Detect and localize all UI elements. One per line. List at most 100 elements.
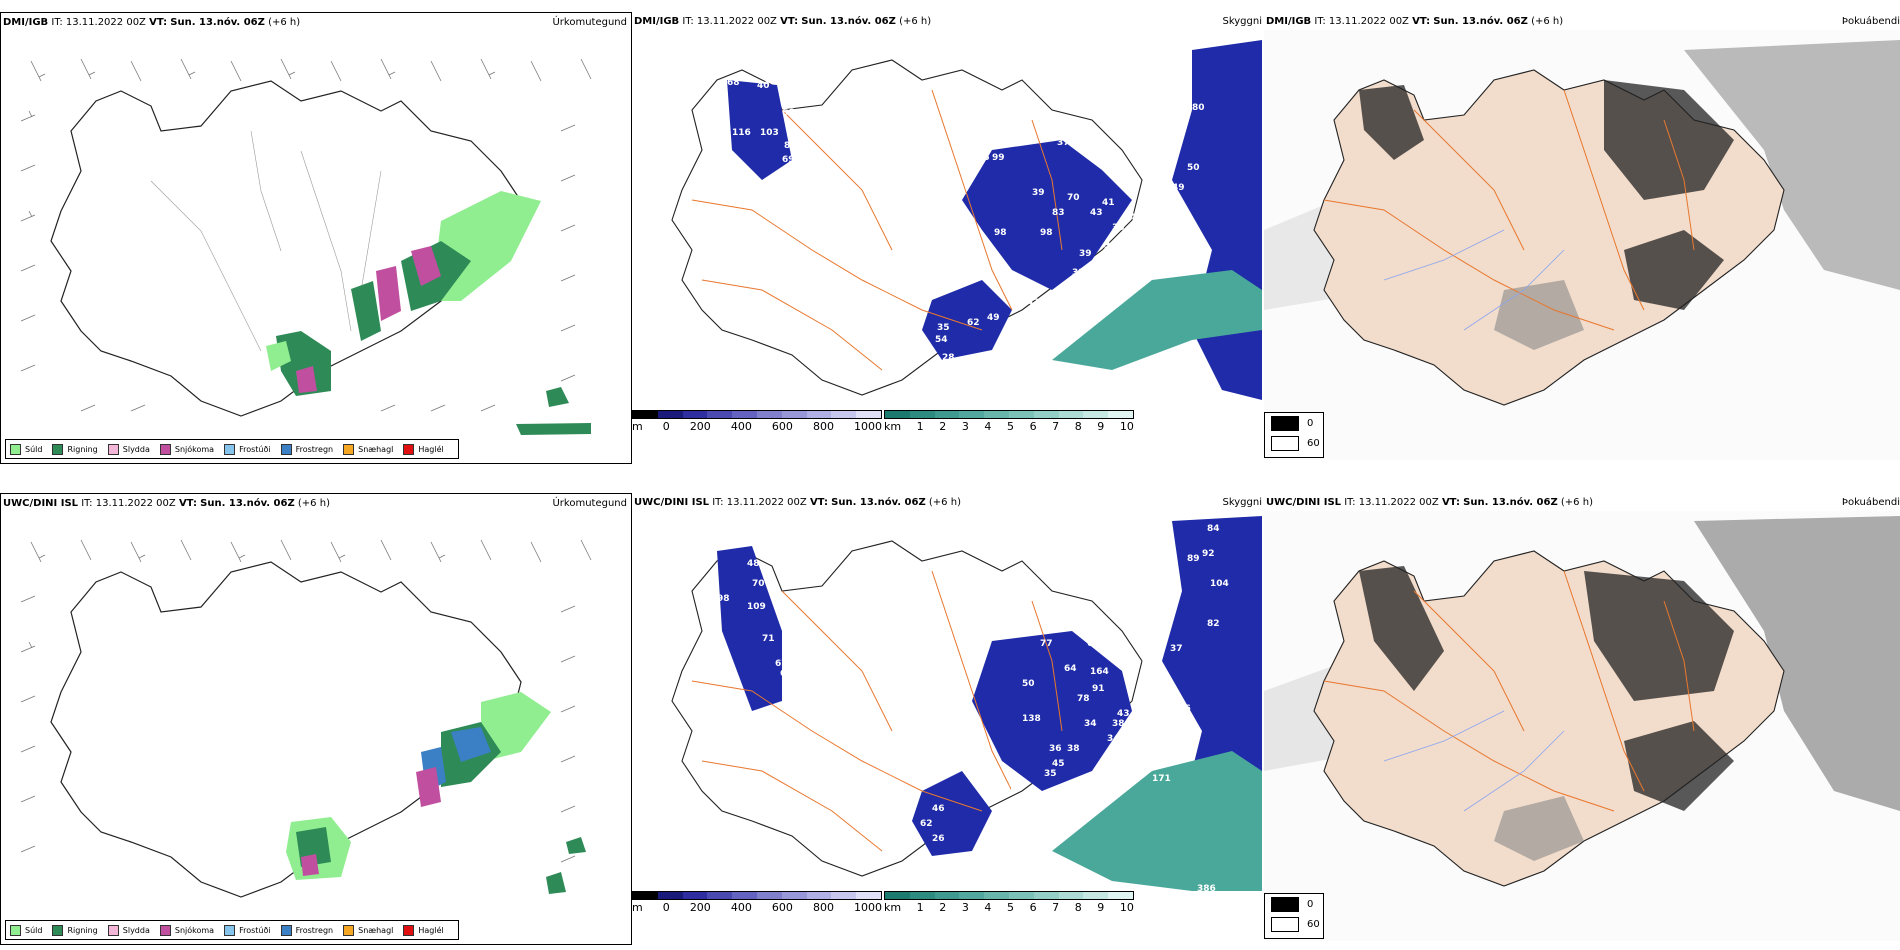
visibility-label: 66 — [780, 669, 793, 679]
roads — [1323, 89, 1695, 331]
precip-map — [20, 539, 592, 898]
visibility-label: 62 — [967, 318, 980, 328]
panel-header: UWC/DINI ISL IT: 13.11.2022 00Z VT: Sun.… — [634, 497, 961, 508]
visibility-label: 43 — [1117, 709, 1130, 719]
visibility-label: 35 — [1112, 223, 1125, 233]
visibility-label: 40 — [1127, 724, 1140, 734]
legend-item-rigning: Rigning — [52, 443, 98, 455]
visibility-label: 38 — [1112, 719, 1125, 729]
legend-swatch — [403, 924, 415, 936]
visibility-label: 386 — [1197, 884, 1216, 894]
precip-legend: Súld Rigning Slydda Snjókoma Frostúði Fr… — [5, 920, 459, 940]
visibility-label: 82 — [1207, 619, 1220, 629]
legend-swatch — [10, 443, 21, 455]
legend-item-snjokoma: Snjókoma — [159, 443, 214, 455]
visibility-label: 40 — [1154, 201, 1167, 211]
legend-swatch — [224, 443, 236, 455]
panel-title: Þokuábendi — [1841, 16, 1900, 27]
visibility-label: 34 — [1084, 719, 1097, 729]
rivers — [1383, 710, 1565, 812]
visibility-label: 54 — [935, 335, 948, 345]
visibility-label: 42 — [1142, 656, 1155, 666]
legend-item-snaehagl: Snæhagl — [343, 924, 393, 936]
panel-title: Skyggni — [1222, 16, 1262, 27]
visibility-label: 41 — [1102, 198, 1115, 208]
legend-item-haglel: Haglél — [403, 924, 444, 936]
rivers — [150, 130, 382, 352]
precip-panel-row2: UWC/DINI ISL IT: 13.11.2022 00Z VT: Sun.… — [0, 493, 632, 945]
legend-item-frostudi: Frostúði — [224, 924, 271, 936]
visibility-label: 98 — [1040, 228, 1053, 238]
visibility-label: 26 — [932, 834, 945, 844]
visibility-label: 99 — [992, 153, 1005, 163]
wind-barbs — [20, 58, 592, 412]
legend-item-slydda: Slydda — [107, 924, 150, 936]
panel-title: Úrkomutegund — [552, 17, 627, 28]
visibility-label: 138 — [1022, 714, 1041, 724]
panel-header: UWC/DINI ISL IT: 13.11.2022 00Z VT: Sun.… — [3, 498, 330, 509]
legend-swatch — [52, 443, 64, 455]
panel-title: Úrkomutegund — [552, 498, 627, 509]
visibility-label: 84 — [784, 141, 797, 151]
precip-areas — [266, 191, 591, 435]
roads — [691, 89, 1063, 371]
visibility-label: 80 — [1192, 103, 1205, 113]
legend-swatch — [159, 443, 171, 455]
visibility-label: 38 — [1067, 744, 1080, 754]
visibility-label: 69 — [782, 155, 795, 165]
precip-map — [20, 58, 592, 435]
visibility-label: 78 — [1077, 694, 1090, 704]
visibility-label: 104 — [1210, 579, 1229, 589]
height-colorbar: m 0 200 400 600 800 1000 — [632, 891, 882, 914]
visibility-label: 35 — [1044, 769, 1057, 779]
visibility-label: 69 — [1152, 138, 1165, 148]
visibility-label: 66 — [1140, 138, 1153, 148]
visibility-label: 141 — [1147, 749, 1166, 759]
visibility-label: 136 — [992, 806, 1011, 816]
visibility-label: 75 — [1147, 559, 1160, 569]
legend-item-sudd: Súld — [10, 443, 42, 455]
visibility-label: 39 — [1032, 188, 1045, 198]
visibility-label: 66 — [782, 108, 795, 118]
visibility-label: 51 — [1137, 163, 1150, 173]
legend-swatch — [159, 924, 171, 936]
visibility-label: 43 — [1090, 208, 1103, 218]
ceiling-colorbar: km 1 2 3 4 5 6 7 8 9 10 — [884, 410, 1134, 433]
legend-item-snjokoma: Snjókoma — [159, 924, 214, 936]
visibility-label: 37 — [1170, 644, 1183, 654]
visibility-label: 68 — [727, 78, 740, 88]
visibility-label: 40 — [757, 81, 770, 91]
visibility-label: 67 — [1149, 534, 1162, 544]
height-colorbar: m 0 200 400 600 800 1000 — [632, 410, 882, 433]
iceland-coast — [50, 561, 522, 898]
visibility-label: 109 — [747, 602, 766, 612]
panel-header: DMI/IGB IT: 13.11.2022 00Z VT: Sun. 13.n… — [1266, 16, 1564, 27]
visibility-label: 70 — [1067, 193, 1080, 203]
visibility-label: 67 — [775, 659, 788, 669]
visibility-label: 84 — [1207, 524, 1220, 534]
visibility-label: 58 — [737, 539, 750, 549]
legend-item-frostregn: Frostregn — [280, 924, 333, 936]
visibility-label: 101 — [1072, 624, 1091, 634]
visibility-label: 38 — [1027, 313, 1040, 323]
visibility-label: 39 — [1079, 249, 1092, 259]
legend-swatch — [403, 443, 415, 455]
visibility-label: 105 — [1147, 599, 1166, 609]
visibility-label: 45 — [1052, 759, 1065, 769]
visibility-label: 38 — [1072, 268, 1085, 278]
legend-swatch — [107, 443, 119, 455]
iceland-coast — [671, 540, 1143, 877]
visibility-label: 116 — [732, 128, 751, 138]
fog-map — [1264, 30, 1900, 460]
fog-panel-row1: DMI/IGB IT: 13.11.2022 00Z VT: Sun. 13.n… — [1264, 12, 1900, 462]
visibility-label: 40 — [1152, 674, 1165, 684]
visibility-label: 171 — [1152, 774, 1171, 784]
visibility-label: 50 — [1022, 679, 1035, 689]
visibility-label: 49 — [1172, 183, 1185, 193]
legend-swatch — [10, 924, 21, 936]
visibility-label: 37 — [1057, 138, 1070, 148]
visibility-panel-row2: UWC/DINI ISL IT: 13.11.2022 00Z VT: Sun.… — [632, 493, 1262, 943]
fog-legend-swatch-light — [1271, 435, 1299, 451]
